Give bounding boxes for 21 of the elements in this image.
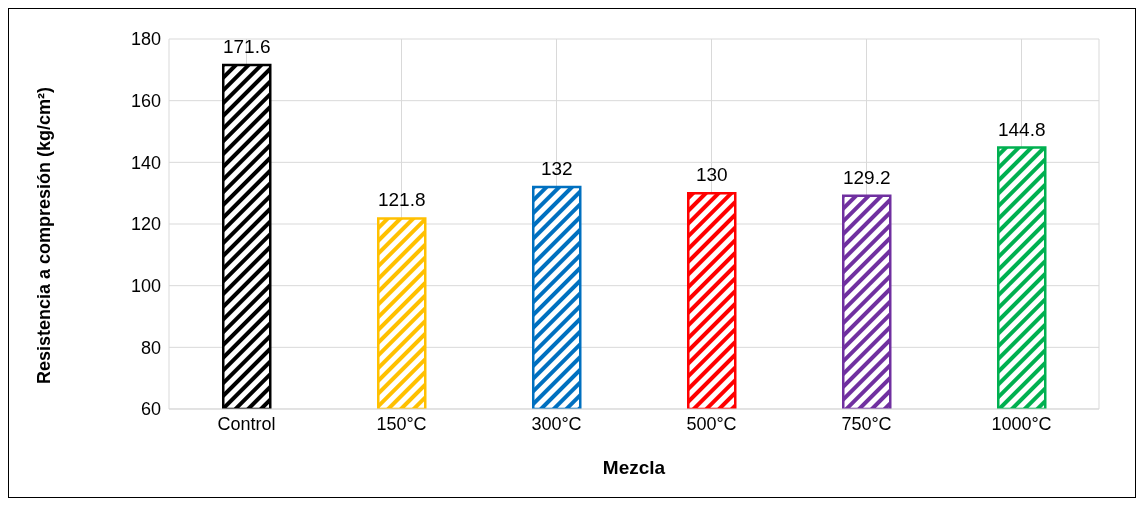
x-tick-label: 150°C [376,413,427,434]
y-tick-label: 100 [130,276,161,297]
y-tick-label: 160 [130,91,161,112]
y-axis-title: Resistencia a compresión (kg/cm²) [34,86,55,384]
y-tick-label: 60 [140,399,161,420]
y-tick-label: 120 [130,214,161,235]
x-axis-title: Mezcla [602,457,666,478]
x-tick-label: 750°C [841,413,892,434]
data-label: 121.8 [377,189,426,211]
data-label: 132 [540,158,573,179]
x-tick-label: 1000°C [991,413,1052,434]
y-tick-label: 80 [140,337,161,358]
data-label: 171.6 [222,35,271,57]
data-label: 129.2 [842,166,891,188]
x-tick-label: Control [217,413,276,434]
x-tick-label: 300°C [531,413,582,434]
data-label: 130 [695,164,728,186]
x-tick-label: 500°C [686,413,737,434]
data-label: 144.8 [997,118,1046,140]
y-tick-label: 140 [130,152,161,173]
y-tick-label: 180 [130,29,161,50]
